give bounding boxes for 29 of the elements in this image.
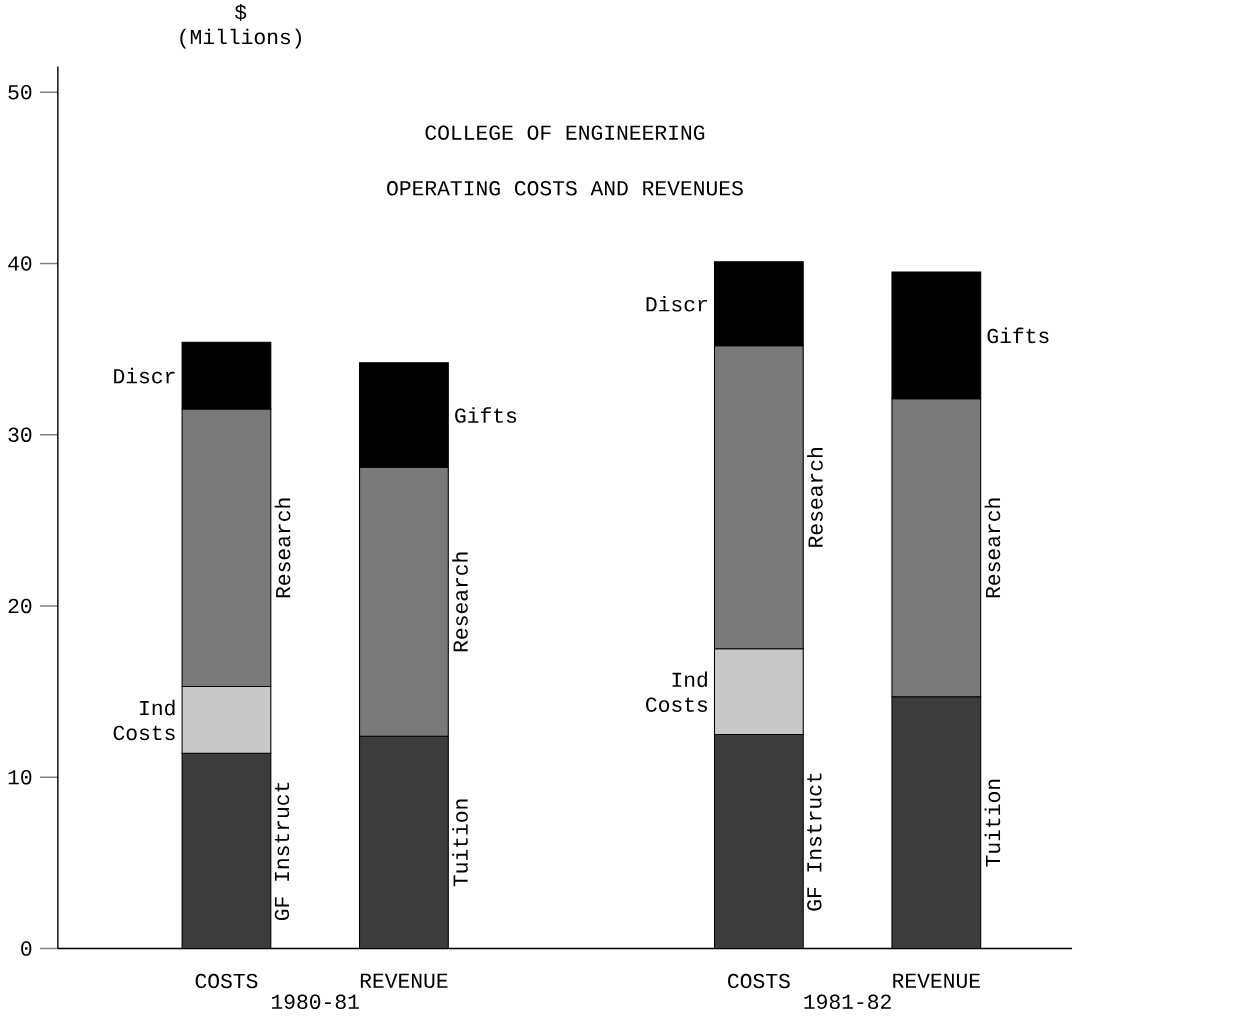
text: GF Instruct: [274, 783, 290, 921]
x-tick-label: REVENUE: [360, 973, 448, 989]
text: 1981-82: [804, 994, 891, 1010]
text: Gifts: [455, 407, 517, 424]
y-tick-label: 40: [8, 256, 32, 271]
series-label: Discr: [114, 368, 175, 384]
y-tick-label: 0: [21, 941, 32, 956]
y-tick-label: 20: [8, 598, 32, 614]
text: Research: [452, 552, 468, 652]
text: Research: [274, 498, 291, 598]
y-tick-label: 30: [8, 427, 32, 443]
y-tick-label: 10: [8, 770, 32, 785]
text: Ind Costs: [646, 671, 708, 713]
text: Tuition: [984, 780, 1001, 867]
x-tick-label: COSTS: [728, 973, 790, 989]
y-tick-label: 50: [8, 85, 32, 100]
text: GF Instruct: [807, 773, 822, 911]
text: OPERATING COSTS AND REVENUES: [387, 181, 743, 196]
x-tick-label: COSTS: [195, 973, 258, 989]
text: COLLEGE OF ENGINEERING: [425, 125, 705, 141]
text: Research: [807, 448, 823, 547]
text: Research: [984, 498, 1001, 598]
text: Tuition: [452, 799, 468, 887]
text: 1980-81: [271, 994, 359, 1010]
series-label: Ind Costs: [113, 699, 175, 741]
y-axis-title: $ (Millions): [180, 4, 301, 49]
text: Discr: [646, 296, 707, 312]
series-label: Gifts: [987, 327, 1049, 344]
x-tick-label: REVENUE: [893, 973, 980, 989]
